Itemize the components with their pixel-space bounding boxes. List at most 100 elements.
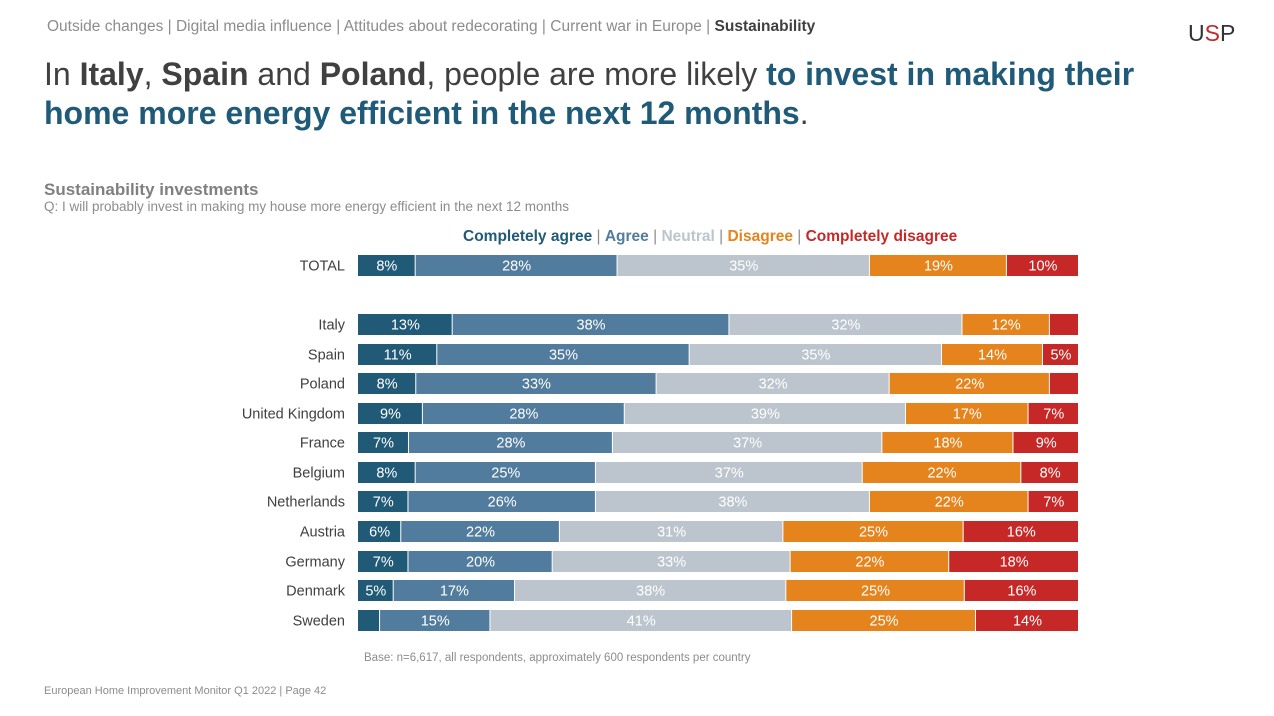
bar-segment-agree [452,314,729,335]
headline-text: . [799,95,809,131]
headline-highlight: to invest in making their home more ener… [44,56,1135,131]
category-label: Germany [285,555,345,571]
bar-segment-completely-agree [358,432,408,453]
category-label: Poland [300,377,345,393]
data-label: 26% [488,495,517,511]
usp-logo: USP [1188,20,1235,47]
data-label: 32% [759,377,788,393]
breadcrumb-separator: | [537,18,551,35]
breadcrumb-item-war[interactable]: Current war in Europe [550,18,702,35]
base-note: Base: n=6,617, all respondents, approxim… [364,652,751,664]
data-label: 37% [715,466,744,482]
bar-segment-disagree [942,344,1042,365]
logo-letter-s: S [1204,20,1220,46]
breadcrumb-separator: | [701,18,715,35]
data-label: 35% [729,259,758,275]
bar-segment-completely-disagree [1013,432,1078,453]
breadcrumb-item-sustainability[interactable]: Sustainability [714,18,816,35]
category-label: TOTAL [300,259,345,275]
data-label: 17% [440,584,469,600]
data-label: 33% [522,377,551,393]
legend-disagree: Disagree [727,228,793,245]
headline-text: , people are more likely [426,56,767,92]
bar-segment-disagree [889,373,1049,394]
breadcrumb-item-attitudes[interactable]: Attitudes about redecorating [343,18,538,35]
bar-segment-agree [393,580,515,601]
data-label: 7% [373,555,394,571]
category-label: United Kingdom [242,407,345,423]
data-label: 28% [509,407,538,423]
data-label: 25% [861,584,890,600]
data-label: 19% [924,259,953,275]
category-label: Italy [318,318,345,334]
data-label: 10% [1028,259,1057,275]
data-label: 18% [933,436,962,452]
bar-segment-agree [416,373,656,394]
data-label: 8% [376,259,397,275]
breadcrumb-item-outside-changes[interactable]: Outside changes [47,18,164,35]
data-label: 38% [718,495,747,511]
data-label: 11% [384,348,412,364]
data-label: 9% [1036,436,1057,452]
data-label: 8% [376,466,397,482]
bar-segment-completely-agree [358,255,415,276]
bar-segment-neutral [552,551,790,572]
bar-segment-disagree [862,462,1021,483]
data-label: 31% [657,525,686,541]
data-label: 22% [855,555,884,571]
category-label: Netherlands [267,495,345,511]
bar-segment-disagree [962,314,1049,335]
category-label: Belgium [293,466,345,482]
headline-text: In [44,56,80,92]
data-label: 37% [733,436,762,452]
logo-letter-u: U [1188,20,1205,46]
data-label: 41% [627,614,656,630]
legend-separator: | [648,228,662,245]
data-label: 25% [491,466,520,482]
bar-segment-neutral [515,580,786,601]
bar-segment-completely-agree [358,521,401,542]
data-label: 22% [927,466,956,482]
bar-segment-completely-agree [358,610,380,631]
bar-segment-completely-disagree [963,521,1078,542]
data-label: 5% [1050,348,1071,364]
bar-segment-disagree [783,521,963,542]
bar-segment-agree [408,491,595,512]
data-label: 33% [657,555,686,571]
data-label: 7% [373,495,394,511]
bar-segment-completely-agree [358,462,415,483]
data-label: 7% [1043,495,1064,511]
bar-segment-completely-agree [358,551,408,572]
data-label: 22% [466,525,495,541]
bar-segment-disagree [869,255,1006,276]
category-label: Austria [300,525,346,541]
page-footer: European Home Improvement Monitor Q1 202… [44,685,327,697]
bar-segment-agree [415,255,617,276]
bar-segment-disagree [882,432,1013,453]
bar-segment-neutral [595,491,869,512]
bar-segment-completely-disagree [1049,373,1078,394]
bar-segment-agree [408,551,552,572]
data-label: 7% [1043,407,1064,423]
data-label: 39% [751,407,780,423]
category-label: Spain [308,348,345,364]
data-label: 35% [801,348,830,364]
data-label: 35% [549,348,578,364]
logo-letter-p: P [1219,20,1236,46]
headline-text: , [143,56,162,92]
bar-segment-disagree [790,551,949,572]
headline-country-poland: Poland [319,56,427,92]
bar-segment-neutral [624,403,905,424]
data-label: 16% [1007,525,1036,541]
bar-segment-neutral [595,462,862,483]
bar-segment-completely-disagree [1028,403,1078,424]
bar-segment-neutral [689,344,942,365]
chart-question: Q: I will probably invest in making my h… [44,199,570,214]
legend-separator: | [714,228,728,245]
data-label: 7% [373,436,394,452]
bar-segment-disagree [905,403,1028,424]
breadcrumb-item-digital-media[interactable]: Digital media influence [175,18,332,35]
data-label: 12% [992,318,1021,334]
chart-title: Sustainability investments [44,180,259,199]
